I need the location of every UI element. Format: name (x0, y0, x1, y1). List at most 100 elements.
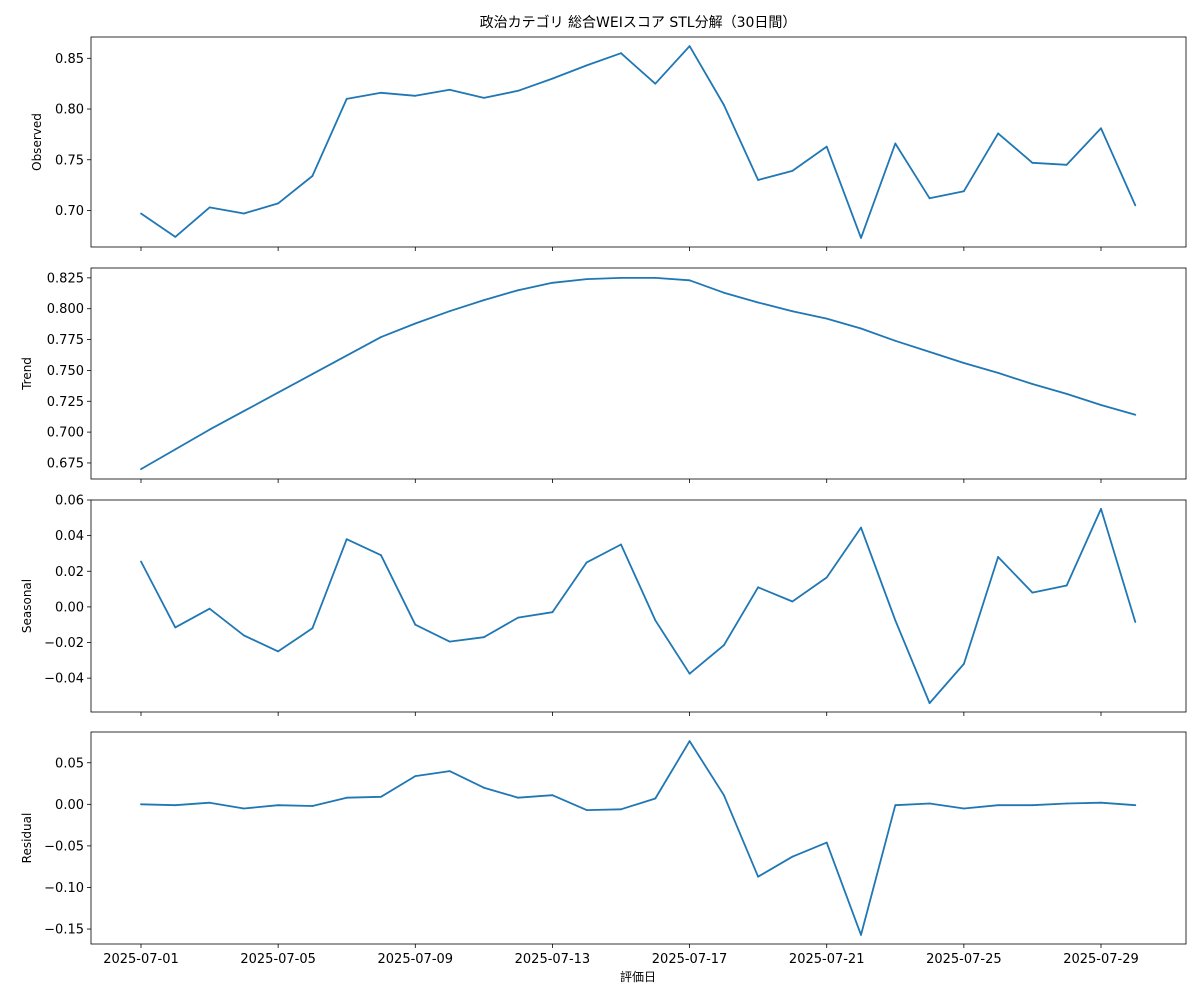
x-tick-label: 2025-07-17 (652, 952, 728, 967)
y-tick-label: 0.700 (47, 426, 84, 441)
data-point-seasonal (963, 663, 965, 665)
data-point-seasonal (928, 702, 931, 704)
data-point-residual (483, 786, 485, 789)
data-point-trend (243, 410, 245, 412)
data-point-observed (483, 97, 485, 99)
data-point-trend (380, 336, 382, 338)
data-point-observed (1031, 161, 1034, 164)
data-point-seasonal (894, 619, 897, 622)
y-tick-label: 0.75 (55, 153, 84, 168)
data-point-seasonal (140, 560, 142, 563)
data-point-residual (448, 770, 451, 772)
panel-residual: −0.15 −0.10 −0.05 0.00 0.05 Residual (20, 731, 1187, 948)
y-tick-label: 0.05 (55, 756, 84, 771)
data-point-trend (517, 289, 519, 292)
data-point-observed (1065, 163, 1068, 166)
y-tick-label: 0.06 (55, 494, 84, 509)
panel-frame (90, 36, 1187, 248)
data-point-seasonal (585, 561, 588, 564)
y-tick-label: 0.825 (47, 271, 84, 286)
series-line-residual (140, 740, 1136, 936)
data-point-trend (791, 310, 794, 313)
data-point-observed (1134, 204, 1137, 207)
data-point-observed (311, 175, 314, 177)
data-point-trend (345, 354, 348, 357)
data-point-trend (551, 281, 554, 284)
data-point-observed (414, 94, 417, 97)
data-point-observed (1100, 127, 1102, 130)
data-point-trend (723, 291, 725, 294)
data-point-observed (894, 142, 897, 145)
data-point-trend (1100, 404, 1102, 406)
data-point-observed (243, 212, 245, 215)
data-point-residual (311, 805, 314, 807)
x-tick-label: 2025-07-09 (378, 952, 454, 967)
data-point-seasonal (277, 650, 279, 653)
data-point-trend (208, 428, 211, 431)
panel-seasonal: −0.04 −0.02 0.00 0.02 0.04 0.06 Seasonal (20, 494, 1187, 716)
data-point-residual (825, 841, 828, 844)
x-tick-label: 2025-07-05 (240, 952, 316, 967)
x-tick-label: 2025-07-21 (789, 952, 865, 967)
data-point-observed (551, 77, 554, 80)
data-point-residual (791, 855, 794, 858)
y-tick-label: −0.10 (44, 881, 84, 896)
data-point-seasonal (243, 634, 245, 637)
data-point-seasonal (174, 626, 177, 629)
data-point-trend (894, 339, 897, 342)
data-point-seasonal (757, 586, 759, 589)
data-point-residual (551, 794, 554, 797)
y-tick-label: 0.02 (55, 565, 84, 580)
data-point-seasonal (1065, 584, 1068, 587)
data-point-seasonal (1031, 591, 1034, 594)
data-point-seasonal (345, 538, 348, 541)
data-point-trend (483, 299, 485, 301)
panel-observed: 0.70 0.75 0.80 0.85 Observed (30, 36, 1187, 251)
data-point-residual (1031, 804, 1034, 807)
data-point-trend (1031, 383, 1034, 385)
data-point-trend (174, 448, 177, 451)
data-point-residual (1134, 804, 1137, 807)
data-point-seasonal (825, 576, 828, 579)
data-point-trend (277, 391, 279, 394)
data-point-observed (928, 197, 931, 200)
y-axis-label-trend: Trend (20, 357, 34, 391)
data-point-seasonal (380, 554, 382, 557)
data-point-seasonal (517, 616, 519, 619)
data-point-residual (517, 796, 519, 799)
data-point-seasonal (688, 672, 691, 675)
data-point-observed (140, 212, 142, 215)
data-point-residual (1065, 802, 1068, 805)
data-point-seasonal (723, 644, 725, 647)
data-point-residual (928, 802, 931, 805)
data-point-seasonal (1100, 508, 1102, 510)
data-point-trend (585, 278, 588, 280)
y-tick-label: −0.04 (44, 672, 84, 687)
data-point-trend (1065, 393, 1068, 395)
data-point-trend (963, 362, 965, 364)
data-point-residual (380, 795, 382, 798)
y-tick-label: 0.04 (55, 529, 84, 544)
y-axis-label-residual: Residual (20, 813, 34, 864)
data-point-seasonal (791, 600, 794, 603)
data-point-trend (414, 322, 417, 325)
data-point-observed (825, 145, 828, 148)
data-point-residual (723, 794, 725, 797)
data-point-trend (620, 277, 622, 279)
data-point-observed (688, 45, 691, 47)
y-tick-label: 0.675 (47, 456, 84, 471)
data-point-observed (208, 206, 211, 209)
data-point-seasonal (860, 526, 862, 529)
data-point-observed (860, 237, 862, 239)
data-point-residual (757, 875, 759, 878)
panel-trend: 0.675 0.700 0.725 0.750 0.775 0.800 0.825 Trend (20, 267, 1187, 483)
y-tick-label: 0.725 (47, 395, 84, 410)
data-point-residual (860, 934, 862, 936)
data-point-trend (757, 301, 759, 304)
data-point-residual (963, 807, 965, 810)
data-point-observed (997, 132, 999, 135)
data-point-trend (140, 468, 142, 470)
data-point-observed (723, 104, 725, 106)
